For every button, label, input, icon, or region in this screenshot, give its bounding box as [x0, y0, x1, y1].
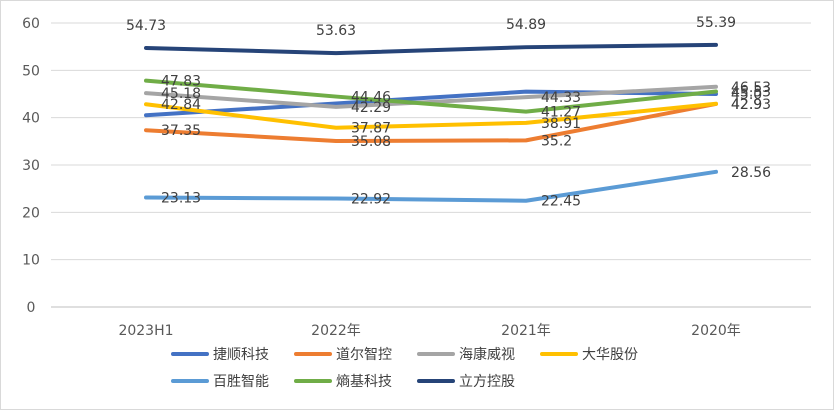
data-label: 42.29: [351, 100, 391, 116]
data-label: 54.89: [506, 17, 546, 33]
x-tick-label: 2022年: [311, 323, 361, 339]
data-label: 22.92: [351, 192, 391, 208]
data-label: 46.53: [731, 80, 771, 96]
data-label: 55.39: [696, 15, 736, 31]
data-label: 44.33: [541, 90, 581, 106]
data-label: 47.83: [161, 74, 201, 90]
legend-label: 海康威视: [459, 346, 515, 363]
legend-label: 大华股份: [582, 347, 638, 363]
series-line-6: [144, 42, 718, 56]
data-label: 35.2: [541, 133, 572, 149]
data-label: 45.0: [731, 87, 762, 103]
data-label: 42.9: [731, 97, 762, 113]
data-label: 42.93: [731, 97, 771, 113]
data-label: 53.63: [316, 23, 356, 39]
y-tick-label: 60: [22, 16, 40, 32]
data-label: 54.73: [126, 18, 166, 34]
legend-label: 立方控股: [459, 374, 515, 390]
legend-label: 捷顺科技: [213, 347, 269, 363]
data-label: 22.45: [541, 194, 581, 210]
y-tick-label: 50: [22, 63, 40, 79]
series-line-4: [144, 169, 718, 203]
series-line-3: [144, 101, 718, 130]
y-tick-label: 20: [22, 205, 40, 221]
legend-label: 熵基科技: [336, 373, 392, 390]
data-label: 35.08: [351, 134, 391, 150]
data-label: 28.56: [731, 165, 771, 181]
x-tick-label: 2021年: [501, 323, 551, 339]
y-tick-label: 0: [27, 300, 36, 316]
y-tick-label: 40: [22, 111, 40, 127]
data-label: 38.91: [541, 116, 581, 132]
series-line-5: [144, 78, 718, 114]
y-tick-label: 30: [22, 158, 40, 174]
data-label: 42.84: [161, 97, 201, 113]
data-label: 37.87: [351, 121, 391, 137]
series-line-1: [144, 101, 718, 143]
data-label: 41.27: [541, 105, 581, 121]
x-tick-label: 2020年: [691, 323, 741, 339]
data-label: 44.46: [351, 90, 391, 106]
y-tick-label: 10: [22, 253, 40, 269]
data-label: 23.13: [161, 191, 201, 207]
series-line-2: [144, 84, 718, 109]
data-label: 45.53: [731, 84, 771, 100]
legend-label: 百胜智能: [213, 374, 269, 390]
x-tick-label: 2023H1: [118, 323, 173, 339]
data-label: 45.18: [161, 86, 201, 102]
data-label: 37.35: [161, 123, 201, 139]
legend-label: 道尔智控: [336, 347, 392, 363]
